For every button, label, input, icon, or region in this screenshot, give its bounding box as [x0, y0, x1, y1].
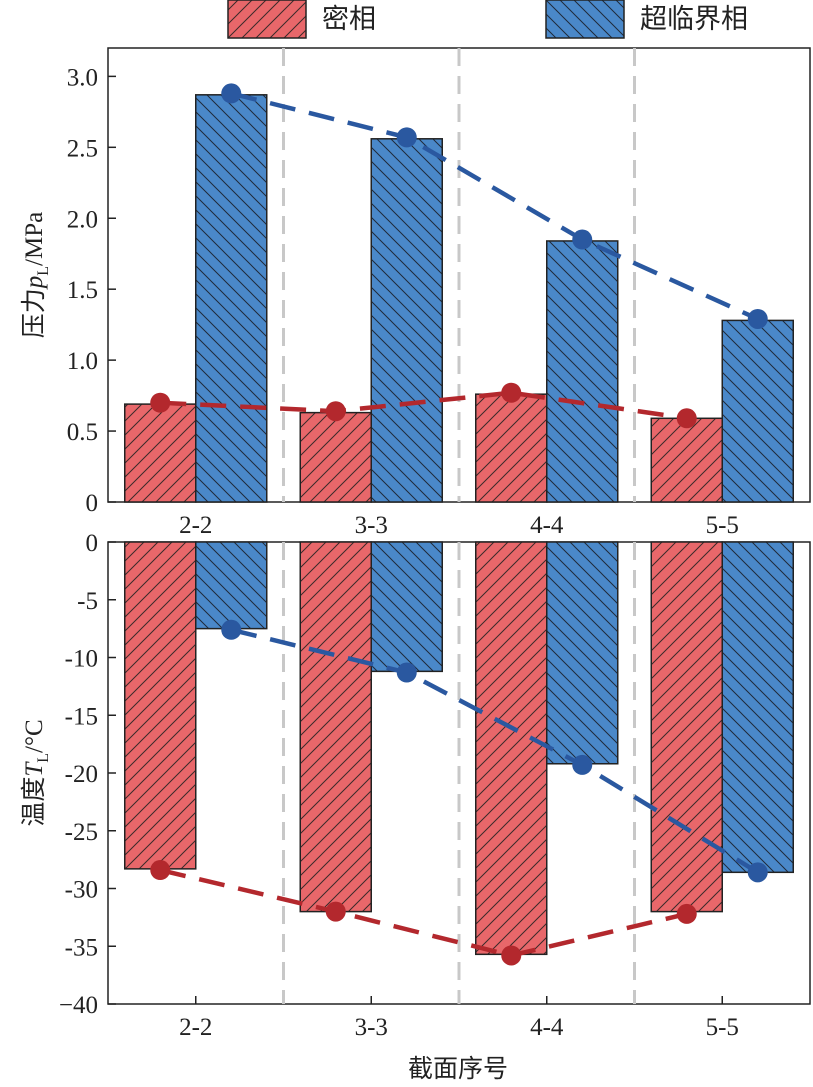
trend-line-supercritical: [230, 91, 759, 322]
y-tick-label: -5: [77, 588, 98, 615]
y-tick-label: 0: [86, 530, 99, 557]
point-dense-4-4: [501, 382, 522, 403]
y-tick-label: -15: [65, 703, 98, 730]
bar-dense-4-4: [475, 393, 548, 503]
bar-dense-2-2: [124, 541, 197, 870]
y-tick-label: 2.0: [67, 206, 98, 233]
y-tick-label: -30: [65, 877, 98, 904]
x-axis-title: 截面序号: [408, 1054, 508, 1083]
point-supercritical-4-4: [572, 754, 593, 775]
point-supercritical-5-5: [747, 862, 768, 883]
temperature-panel: 0 -5 -10 -15 -20 -25 -30 -35 −40 温度TL/°C 2-2 3-3 4-4…: [19, 530, 811, 1041]
point-dense-5-5: [676, 408, 697, 429]
point-dense-2-2: [150, 392, 171, 413]
legend-swatch-supercritical: [545, 0, 625, 39]
x-tick-label: 5-5: [706, 1014, 739, 1041]
trend-line-dense: [160, 390, 688, 421]
y-axis-title: 温度TL/°C: [19, 719, 52, 826]
x-tick-label: 3-3: [355, 1014, 388, 1041]
point-dense-2-2: [150, 860, 171, 881]
point-supercritical-4-4: [572, 229, 593, 250]
bar-supercritical-3-3: [370, 541, 443, 673]
y-tick-label: −40: [59, 992, 98, 1019]
legend-swatch-dense: [227, 0, 307, 39]
y-tick-label: -25: [65, 819, 98, 846]
bar-supercritical-4-4: [546, 240, 619, 503]
bar-supercritical-3-3: [370, 138, 443, 503]
legend-label-dense: 密相: [322, 4, 376, 35]
y-tick-label: 0: [86, 490, 99, 517]
y-tick-label: 1.0: [67, 348, 98, 375]
point-dense-3-3: [325, 401, 346, 422]
bar-dense-5-5: [650, 417, 723, 503]
bar-dense-4-4: [475, 541, 548, 956]
point-supercritical-2-2: [221, 83, 242, 104]
x-tick-label: 5-5: [706, 512, 739, 539]
bar-supercritical-5-5: [721, 319, 794, 503]
trend-line-dense: [159, 867, 688, 958]
y-tick-label: -10: [65, 646, 98, 673]
point-supercritical-3-3: [396, 127, 417, 148]
y-tick-label: 3.0: [67, 64, 98, 91]
bar-supercritical-2-2: [195, 94, 268, 503]
bar-dense-3-3: [299, 541, 372, 913]
point-supercritical-2-2: [221, 619, 242, 640]
pressure-panel: 0 0.5 1.0 1.5 2.0 2.5 3.0 压力pL/MPa 2-2 3-3 4-4 5-5: [19, 47, 811, 539]
y-tick-label: -35: [65, 934, 98, 961]
legend-label-supercritical: 超临界相: [640, 4, 748, 35]
trend-line-supercritical: [230, 627, 759, 875]
bar-supercritical-5-5: [721, 541, 794, 874]
bar-supercritical-2-2: [195, 541, 268, 630]
point-supercritical-5-5: [747, 308, 768, 329]
point-dense-5-5: [676, 903, 697, 924]
point-dense-4-4: [501, 945, 522, 966]
x-tick-label: 3-3: [355, 512, 388, 539]
bar-dense-5-5: [650, 541, 723, 913]
bar-supercritical-4-4: [546, 541, 619, 765]
x-tick-label: 4-4: [530, 512, 564, 539]
x-tick-label: 2-2: [179, 512, 212, 539]
y-tick-label: 0.5: [67, 419, 98, 446]
bar-dense-3-3: [299, 411, 372, 503]
y-tick-label: -20: [65, 761, 98, 788]
y-axis-title: 压力pL/MPa: [19, 212, 52, 338]
legend: 密相 超临界相: [227, 0, 748, 39]
y-tick-label: 1.5: [67, 277, 98, 304]
bar-dense-2-2: [124, 403, 197, 503]
point-supercritical-3-3: [396, 662, 417, 683]
point-dense-3-3: [325, 901, 346, 922]
x-tick-label: 4-4: [530, 1014, 564, 1041]
y-tick-label: 2.5: [67, 135, 98, 162]
x-tick-label: 2-2: [179, 1014, 212, 1041]
